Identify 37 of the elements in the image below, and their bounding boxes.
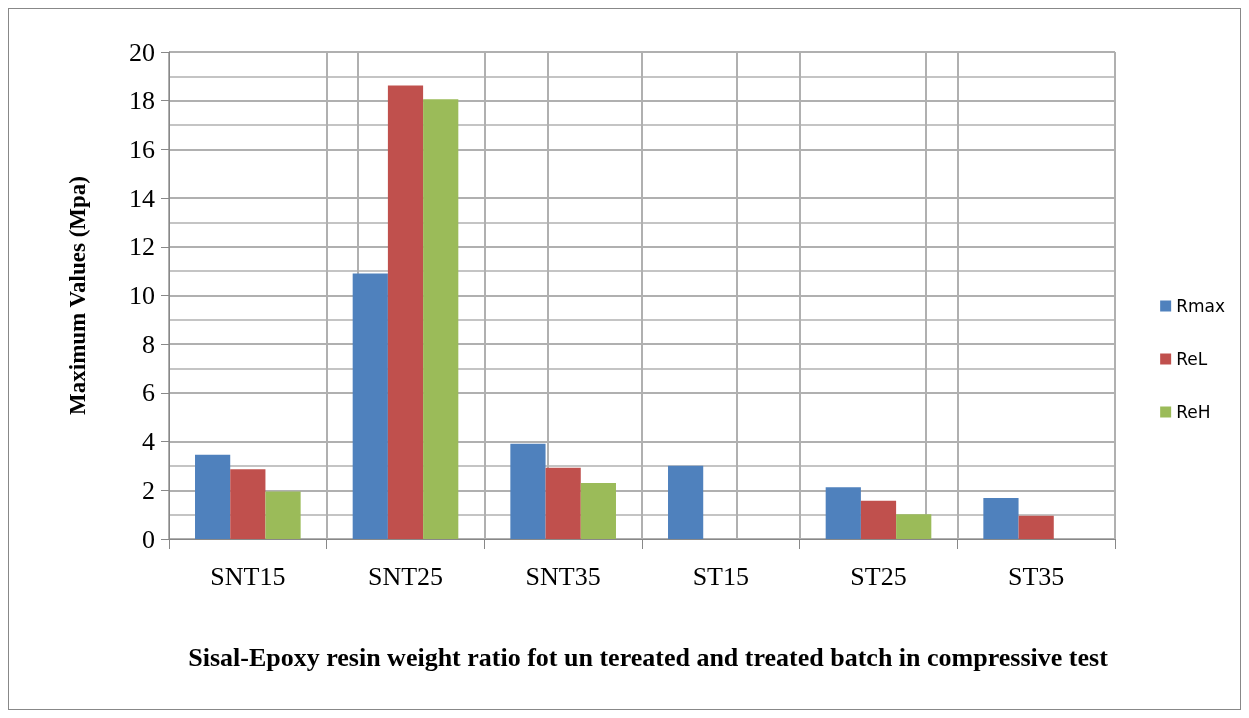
y-tick-label: 12 xyxy=(129,232,155,262)
bar xyxy=(580,483,616,539)
bar xyxy=(352,273,388,539)
y-tick-label: 0 xyxy=(142,524,155,554)
y-tick-label: 20 xyxy=(129,37,155,67)
y-tick-label: 6 xyxy=(142,378,155,408)
x-tick-label: SNT35 xyxy=(525,561,601,591)
bar xyxy=(423,99,459,539)
legend-label: Rmax xyxy=(1176,296,1226,316)
x-axis-title: Sisal-Epoxy resin weight ratio fot un tereated and treated batch in compressive test xyxy=(188,642,1109,672)
bar xyxy=(230,469,266,539)
bar xyxy=(983,498,1019,539)
y-tick-label: 8 xyxy=(142,329,155,359)
y-axis-title: Maximum Values (Mpa) xyxy=(65,176,90,415)
bar xyxy=(668,465,704,539)
x-tick-label: ST35 xyxy=(1007,561,1065,591)
bar xyxy=(860,500,897,539)
legend-label: ReL xyxy=(1176,349,1208,369)
bar xyxy=(896,514,932,539)
x-tick-label: SNT15 xyxy=(210,561,286,591)
y-tick-label: 10 xyxy=(129,281,155,310)
y-tick-label: 4 xyxy=(142,427,155,457)
y-tick-label: 14 xyxy=(129,183,155,213)
x-tick-label: ST15 xyxy=(692,561,750,591)
bar xyxy=(510,443,546,539)
y-tick-label: 18 xyxy=(129,86,155,116)
x-tick-label: SNT25 xyxy=(367,561,444,591)
bar xyxy=(825,487,861,539)
y-tick-label: 2 xyxy=(142,475,155,505)
bar xyxy=(265,491,301,539)
x-tick-label: ST25 xyxy=(850,561,907,591)
legend-label: ReH xyxy=(1176,402,1211,422)
bar xyxy=(195,454,231,539)
bar xyxy=(1018,515,1054,539)
y-tick-label: 16 xyxy=(129,134,155,164)
bar xyxy=(545,467,581,539)
bar xyxy=(387,85,424,539)
